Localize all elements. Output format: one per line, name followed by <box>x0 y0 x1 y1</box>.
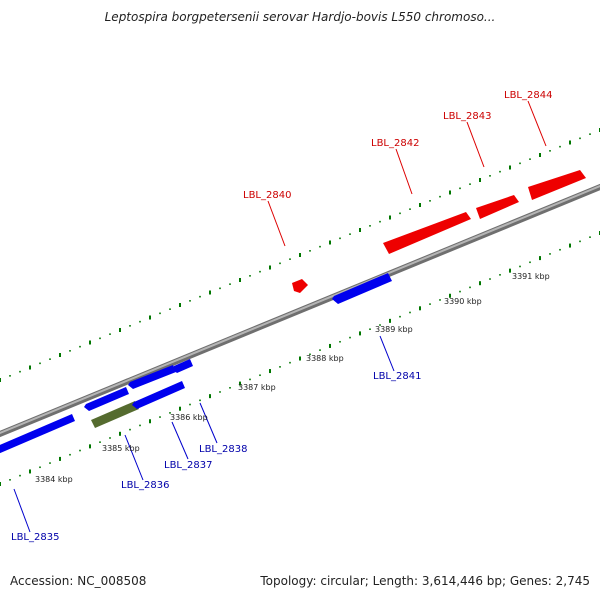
gene-lbl-2842[interactable] <box>383 212 471 254</box>
tick-label-3386: 3386 kbp <box>170 413 208 422</box>
chromosome-backbone <box>0 183 600 438</box>
kbp-tick-labels: 3384 kbp 3385 kbp 3386 kbp 3387 kbp 3388… <box>35 272 550 484</box>
gene-label-lbl-2835: LBL_2835 <box>11 532 59 543</box>
accession-text: Accession: NC_008508 <box>10 574 147 588</box>
gene-label-lbl-2844: LBL_2844 <box>504 90 552 101</box>
tick-label-3384: 3384 kbp <box>35 475 73 484</box>
gene-track <box>0 170 586 454</box>
gene-lbl-2843[interactable] <box>476 195 519 219</box>
tick-label-3391: 3391 kbp <box>512 272 550 281</box>
gene-label-lbl-2842: LBL_2842 <box>371 138 419 149</box>
gene-label-lbl-2840: LBL_2840 <box>243 190 291 201</box>
label-leaders <box>13 100 547 533</box>
gene-lbl-2836[interactable] <box>91 401 139 428</box>
tick-label-3389: 3389 kbp <box>375 325 413 334</box>
topology-summary: Topology: circular; Length: 3,614,446 bp… <box>260 574 590 588</box>
gene-lbl-2837-upper[interactable] <box>128 365 176 389</box>
tick-label-3387: 3387 kbp <box>238 383 276 392</box>
gene-label-lbl-2837: LBL_2837 <box>164 460 212 471</box>
gene-label-lbl-2841: LBL_2841 <box>373 371 421 382</box>
tick-label-3390: 3390 kbp <box>444 297 482 306</box>
lower-tick-track <box>0 231 600 486</box>
gene-label-lbl-2836: LBL_2836 <box>121 480 169 491</box>
gene-labels: LBL_2835 LBL_2836 LBL_2837 LBL_2838 LBL_… <box>11 90 552 543</box>
tick-label-3388: 3388 kbp <box>306 354 344 363</box>
upper-tick-track <box>0 128 600 382</box>
gene-lbl-2844[interactable] <box>528 170 586 200</box>
gene-lbl-2835[interactable] <box>0 414 75 454</box>
gene-lbl-2837[interactable] <box>132 381 185 409</box>
gene-lbl-2838[interactable] <box>172 359 193 373</box>
gene-label-lbl-2843: LBL_2843 <box>443 111 491 122</box>
tick-label-3385: 3385 kbp <box>102 444 140 453</box>
gene-lbl-2836-upper[interactable] <box>84 387 129 411</box>
gene-lbl-2841[interactable] <box>332 273 392 304</box>
chromosome-title: Leptospira borgpetersenii serovar Hardjo… <box>104 10 496 24</box>
gene-lbl-2840[interactable] <box>292 279 308 293</box>
gene-label-lbl-2838: LBL_2838 <box>199 444 247 455</box>
